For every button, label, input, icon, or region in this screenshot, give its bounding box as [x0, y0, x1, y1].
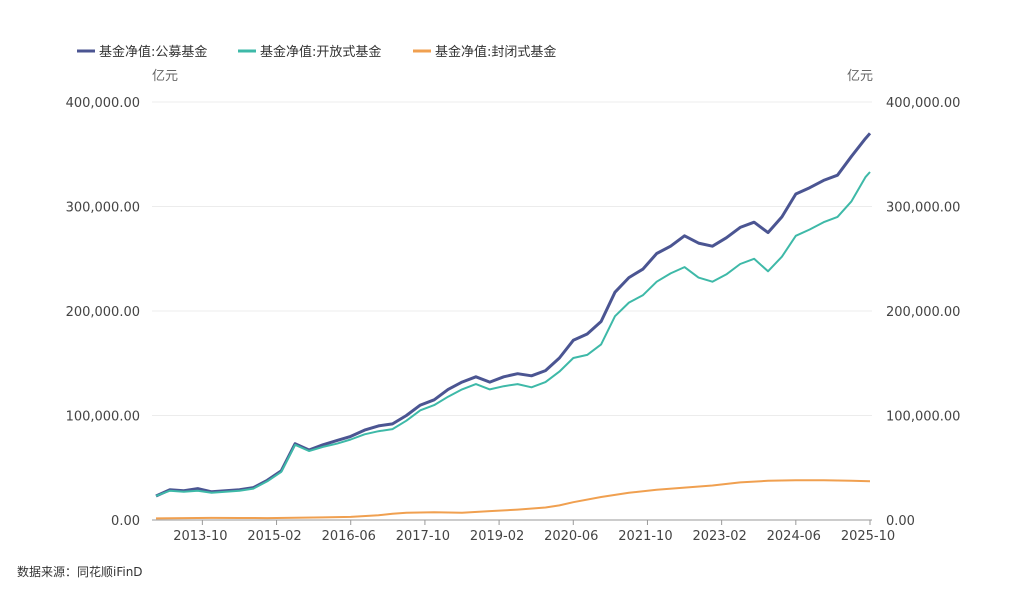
y-left-tick-label: 300,000.00 [66, 201, 140, 216]
legend-item-2[interactable]: 基金净值:开放式基金 [238, 44, 381, 60]
right-axis-ticks: 400,000.00 300,000.00 200,000.00 100,000.00… [886, 96, 960, 529]
x-tick-label: 2013-10 [173, 529, 227, 544]
y-left-tick-label: 0.00 [111, 514, 140, 529]
y-right-tick-label: 100,000.00 [886, 410, 960, 425]
x-axis-ticks: 2013-10 2015-02 2016-06 2017-10 2019-02 2020-… [173, 520, 895, 544]
x-tick-label: 2017-10 [396, 529, 450, 544]
x-tick-label: 2021-10 [618, 529, 672, 544]
x-tick-label: 2020-06 [544, 529, 598, 544]
y-right-tick-label: 400,000.00 [886, 96, 960, 111]
series-line-2 [155, 171, 871, 497]
series-line-1 [155, 132, 872, 498]
left-axis-ticks: 400,000.00 300,000.00 200,000.00 100,000.00… [66, 96, 140, 529]
series-line-3 [155, 479, 871, 520]
y-left-tick-label: 200,000.00 [66, 305, 140, 320]
y-right-tick-label: 200,000.00 [886, 305, 960, 320]
legend-label-1: 基金净值:公募基金 [99, 44, 207, 60]
y-right-tick-label: 0.00 [886, 514, 915, 529]
x-tick-label: 2019-02 [470, 529, 524, 544]
legend-item-1[interactable]: 基金净值:公募基金 [77, 44, 207, 60]
x-tick-label: 2015-02 [247, 529, 301, 544]
gridlines [152, 101, 872, 416]
y-left-tick-label: 400,000.00 [66, 96, 140, 111]
x-tick-label: 2023-02 [692, 529, 746, 544]
legend: 基金净值:公募基金 基金净值:开放式基金 基金净值:封闭式基金 [77, 44, 556, 60]
series-lines [155, 132, 872, 520]
y-left-tick-label: 100,000.00 [66, 410, 140, 425]
y-right-tick-label: 300,000.00 [886, 201, 960, 216]
right-axis-unit: 亿元 [847, 69, 873, 84]
data-source-note: 数据来源：同花顺iFinD [17, 565, 143, 579]
legend-label-2: 基金净值:开放式基金 [260, 44, 381, 60]
x-tick-label: 2016-06 [322, 529, 376, 544]
left-axis-unit: 亿元 [152, 69, 178, 84]
x-tick-label: 2024-06 [767, 529, 821, 544]
legend-label-3: 基金净值:封闭式基金 [435, 44, 556, 60]
x-tick-label: 2025-10 [841, 529, 895, 544]
legend-item-3[interactable]: 基金净值:封闭式基金 [413, 44, 556, 60]
